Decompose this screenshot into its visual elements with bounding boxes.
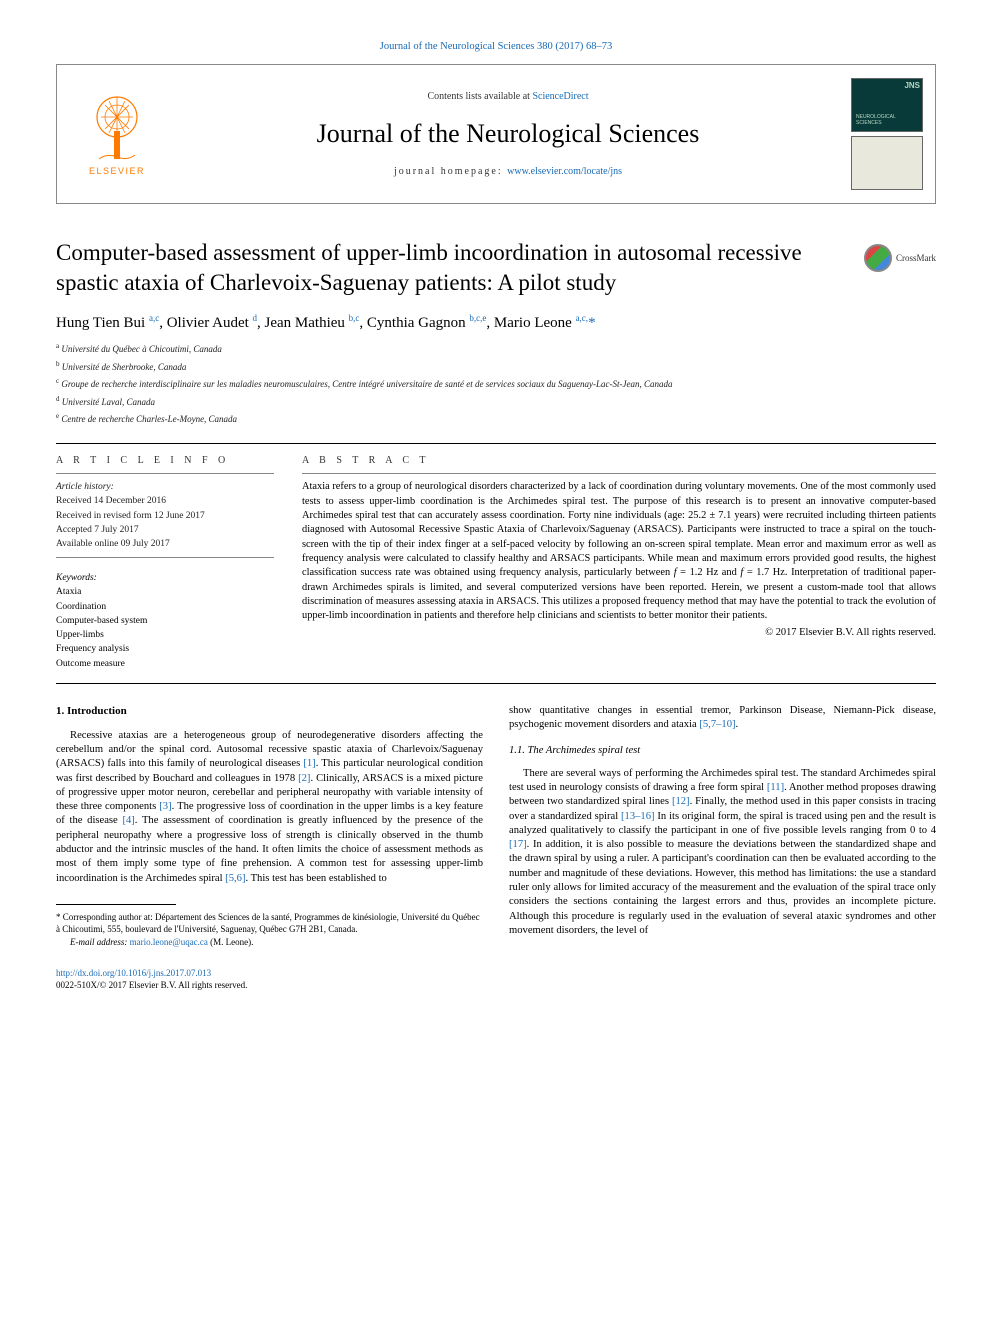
homepage-prefix: journal homepage: <box>394 166 507 177</box>
accepted-date: Accepted 7 July 2017 <box>56 523 274 537</box>
keyword: Upper-limbs <box>56 628 274 642</box>
intro-heading: 1. Introduction <box>56 704 483 719</box>
email-link[interactable]: mario.leone@uqac.ca <box>130 937 208 947</box>
intro-paragraph: Recessive ataxias are a heterogeneous gr… <box>56 729 483 886</box>
column-right: show quantitative changes in essential t… <box>509 704 936 949</box>
sciencedirect-link[interactable]: ScienceDirect <box>532 91 588 102</box>
rule-above-info <box>56 443 936 444</box>
email-suffix: (M. Leone). <box>208 937 253 947</box>
keyword: Ataxia <box>56 585 274 599</box>
abstract-text: Ataxia refers to a group of neurological… <box>302 480 936 624</box>
homepage-link[interactable]: www.elsevier.com/locate/jns <box>507 166 622 177</box>
keyword: Frequency analysis <box>56 642 274 656</box>
elsevier-tree-icon <box>87 91 147 161</box>
journal-title: Journal of the Neurological Sciences <box>317 116 700 151</box>
cover-thumbnails: JNS NEUROLOGICAL SCIENCES <box>839 65 935 203</box>
corresponding-marker: * <box>588 315 596 331</box>
issn-copyright: 0022-510X/© 2017 Elsevier B.V. All right… <box>56 980 247 990</box>
corr-text: * Corresponding author at: Département d… <box>56 912 480 935</box>
rule-above-body <box>56 683 936 684</box>
header-center: Contents lists available at ScienceDirec… <box>177 65 839 203</box>
elsevier-logo: ELSEVIER <box>77 84 157 184</box>
abstract-rule <box>302 473 936 474</box>
article-title: Computer-based assessment of upper-limb … <box>56 238 864 298</box>
top-citation: Journal of the Neurological Sciences 380… <box>56 40 936 54</box>
keywords-list: AtaxiaCoordinationComputer-based systemU… <box>56 585 274 671</box>
article-info-label: A R T I C L E I N F O <box>56 454 274 468</box>
online-date: Available online 09 July 2017 <box>56 537 274 551</box>
subsection-heading: 1.1. The Archimedes spiral test <box>509 744 936 758</box>
affiliation: b Université de Sherbrooke, Canada <box>56 359 936 375</box>
copyright: © 2017 Elsevier B.V. All rights reserved… <box>302 626 936 640</box>
keyword: Computer-based system <box>56 614 274 628</box>
elsevier-wordmark: ELSEVIER <box>89 165 145 177</box>
affiliation: c Groupe de recherche interdisciplinaire… <box>56 376 936 392</box>
history-label: Article history: <box>56 480 274 494</box>
info-rule-2 <box>56 557 274 558</box>
abstract-label: A B S T R A C T <box>302 454 936 468</box>
affiliation: a Université du Québec à Chicoutimi, Can… <box>56 341 936 357</box>
affiliation: d Université Laval, Canada <box>56 394 936 410</box>
received-date: Received 14 December 2016 <box>56 494 274 508</box>
abstract-column: A B S T R A C T Ataxia refers to a group… <box>302 454 936 671</box>
col2-top-paragraph: show quantitative changes in essential t… <box>509 704 936 733</box>
article-info-column: A R T I C L E I N F O Article history: R… <box>56 454 274 671</box>
crossmark-icon <box>864 244 892 272</box>
revised-date: Received in revised form 12 June 2017 <box>56 509 274 523</box>
email-label: E-mail address: <box>70 937 127 947</box>
body-columns: 1. Introduction Recessive ataxias are a … <box>56 704 936 949</box>
affiliations: a Université du Québec à Chicoutimi, Can… <box>56 341 936 427</box>
keyword: Outcome measure <box>56 657 274 671</box>
subsection-paragraph: There are several ways of performing the… <box>509 767 936 939</box>
footnote-rule <box>56 904 176 905</box>
cover-thumb-top: JNS NEUROLOGICAL SCIENCES <box>851 78 923 132</box>
column-left: 1. Introduction Recessive ataxias are a … <box>56 704 483 949</box>
crossmark-label: CrossMark <box>896 252 936 264</box>
contents-line: Contents lists available at ScienceDirec… <box>427 90 588 104</box>
author-list: Hung Tien Bui a,c, Olivier Audet d, Jean… <box>56 315 588 331</box>
bottom-info: http://dx.doi.org/10.1016/j.jns.2017.07.… <box>56 967 936 991</box>
cover-jns-label: JNS <box>904 81 920 92</box>
corresponding-footnote: * Corresponding author at: Département d… <box>56 911 483 936</box>
crossmark-badge[interactable]: CrossMark <box>864 244 936 272</box>
contents-prefix: Contents lists available at <box>427 91 532 102</box>
journal-header: ELSEVIER Contents lists available at Sci… <box>56 64 936 204</box>
citation-link[interactable]: Journal of the Neurological Sciences 380… <box>380 41 612 52</box>
email-footnote: E-mail address: mario.leone@uqac.ca (M. … <box>56 936 483 949</box>
publisher-logo-area: ELSEVIER <box>57 65 177 203</box>
homepage-line: journal homepage: www.elsevier.com/locat… <box>394 165 622 179</box>
keywords-label: Keywords: <box>56 572 274 585</box>
doi-link[interactable]: http://dx.doi.org/10.1016/j.jns.2017.07.… <box>56 968 211 978</box>
cover-thumb-bottom <box>851 136 923 190</box>
keyword: Coordination <box>56 600 274 614</box>
info-rule <box>56 473 274 474</box>
affiliation: e Centre de recherche Charles-Le-Moyne, … <box>56 411 936 427</box>
authors: Hung Tien Bui a,c, Olivier Audet d, Jean… <box>56 312 936 333</box>
cover-sub-label: NEUROLOGICAL SCIENCES <box>856 114 922 128</box>
